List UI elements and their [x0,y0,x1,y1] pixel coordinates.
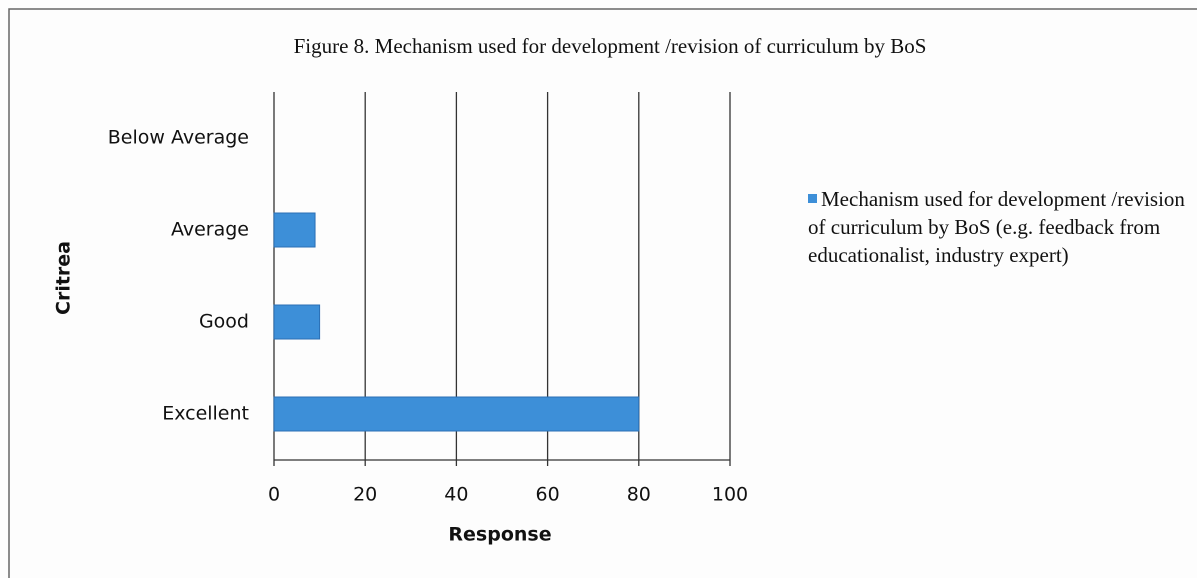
legend-label: Mechanism used for development /revision… [808,187,1185,267]
x-axis-label: Response [448,524,551,546]
y-axis-label: Critrea [53,241,75,315]
bar [273,212,316,248]
x-tick-label: 40 [444,484,468,506]
y-tick-label: Below Average [108,127,249,149]
chart-title: Figure 8. Mechanism used for development… [294,34,927,58]
bar [273,304,321,340]
x-tick-label: 60 [536,484,560,506]
y-tick-label: Excellent [162,403,249,425]
bar [273,396,640,432]
x-tick-label: 0 [268,484,280,506]
x-tick-label: 100 [712,484,748,506]
y-tick-label: Good [199,311,249,333]
legend-swatch [808,194,817,203]
y-tick-label: Average [171,219,249,241]
legend: Mechanism used for development /revision… [808,185,1193,269]
frame [8,8,1197,578]
x-tick-label: 20 [353,484,377,506]
x-tick-label: 80 [627,484,651,506]
